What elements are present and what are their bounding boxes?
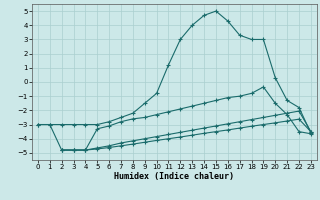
X-axis label: Humidex (Indice chaleur): Humidex (Indice chaleur) xyxy=(115,172,234,181)
